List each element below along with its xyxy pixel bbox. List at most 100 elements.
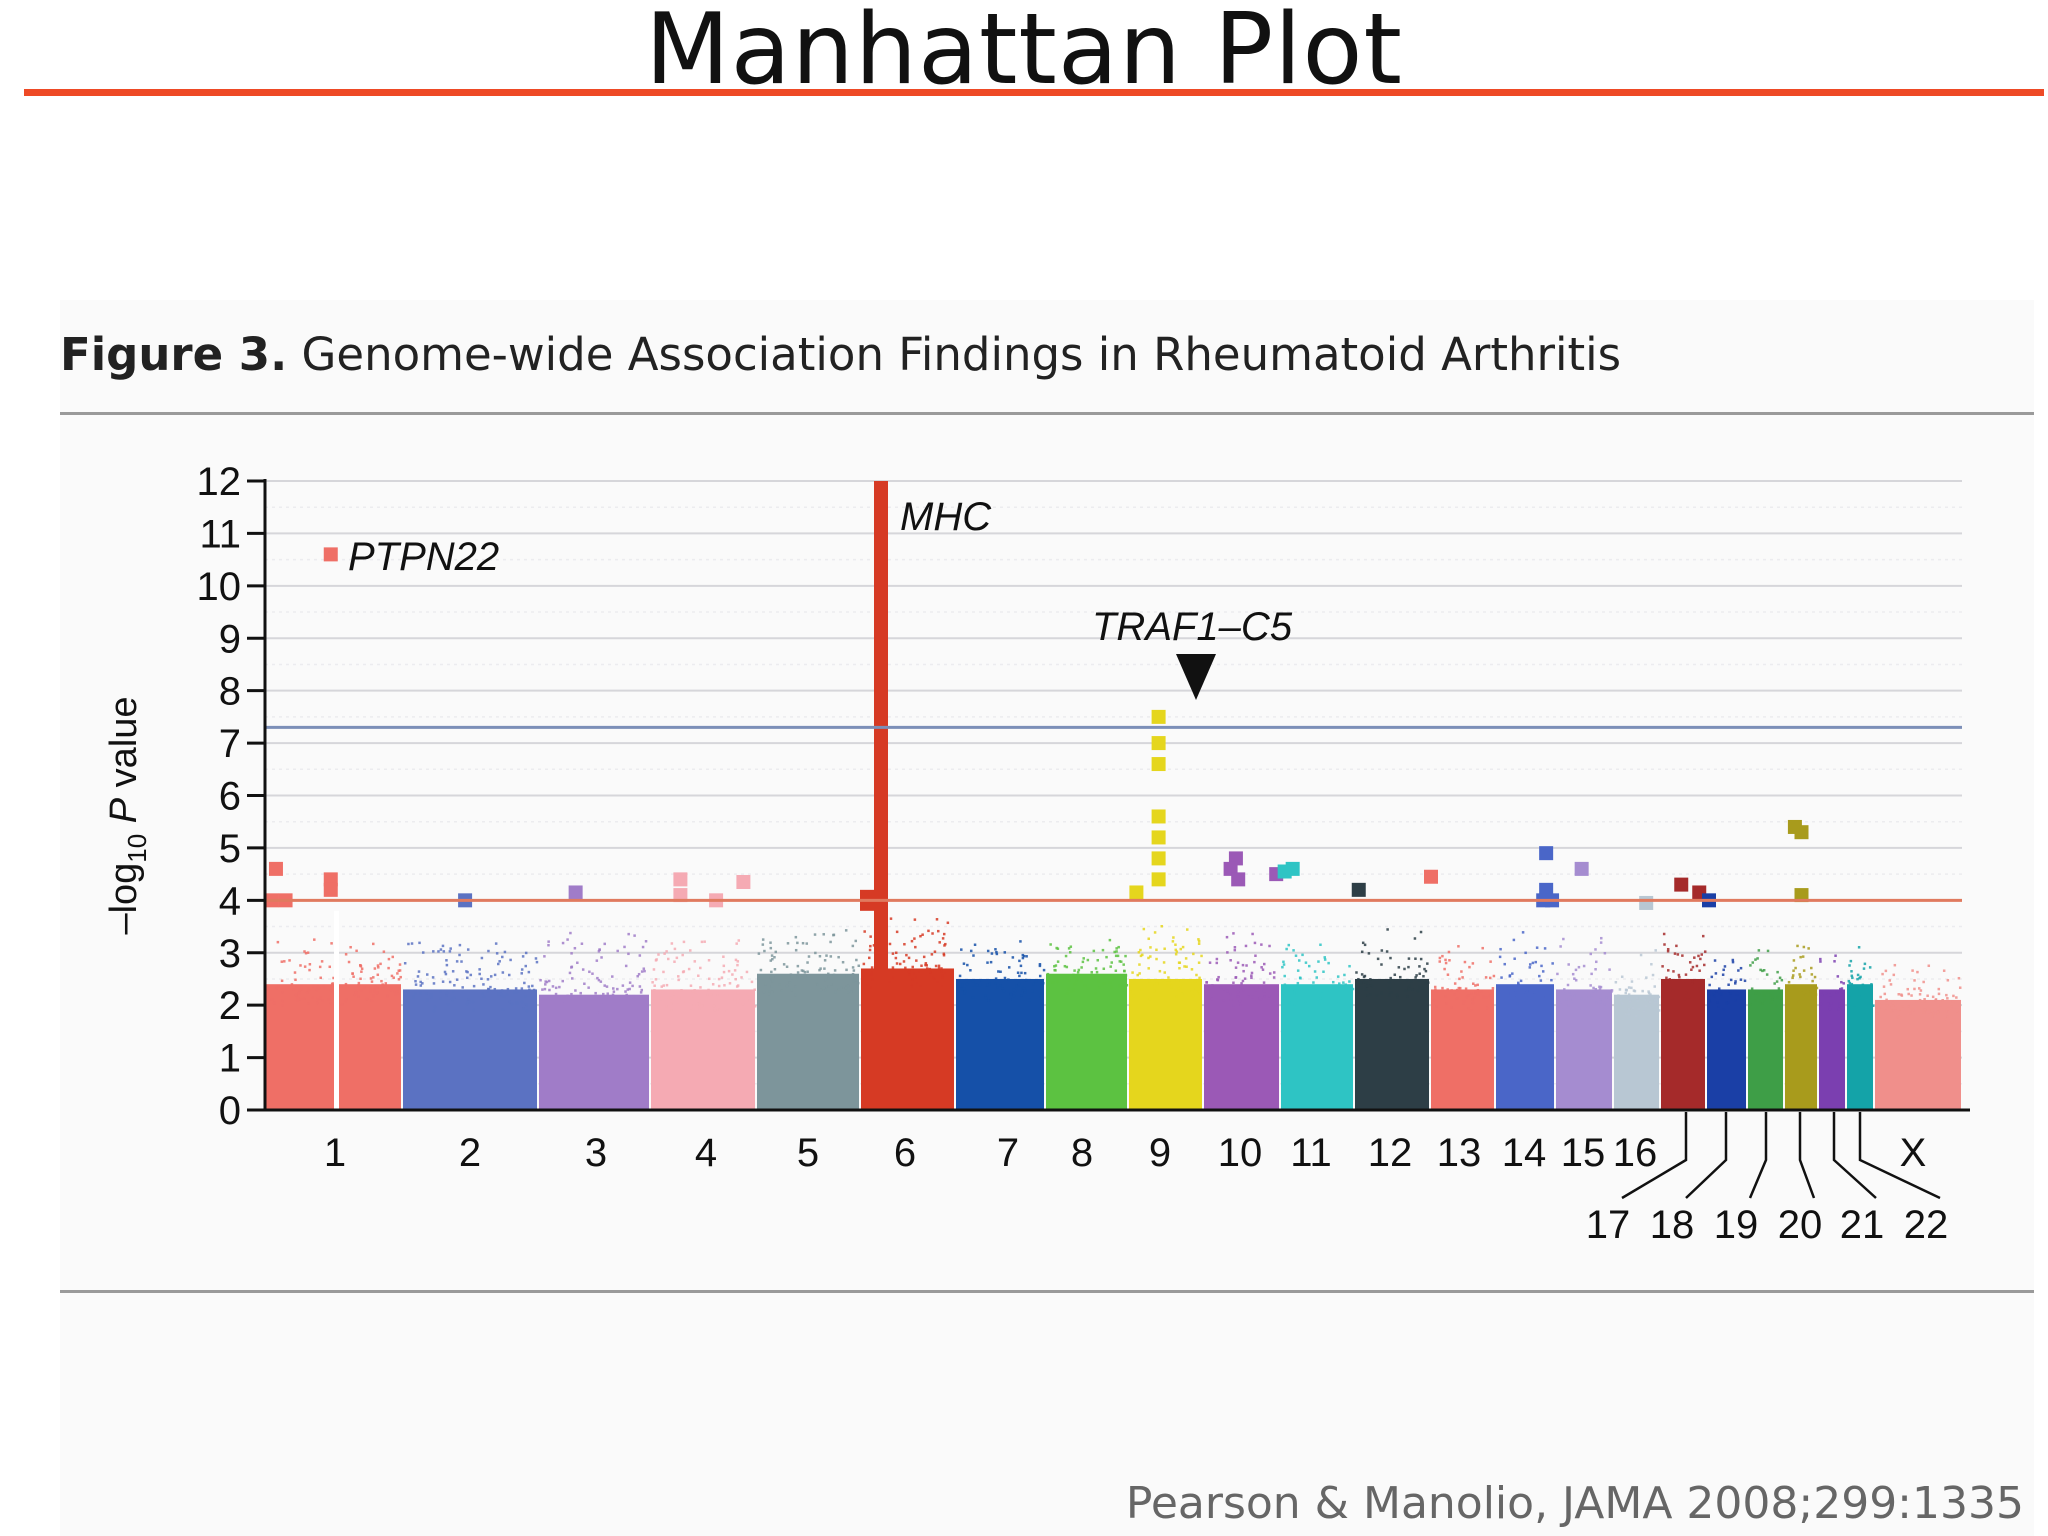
data-point (1868, 966, 1872, 969)
data-point (643, 969, 646, 973)
data-point (1457, 945, 1460, 948)
data-point (722, 955, 725, 958)
data-point (1875, 1005, 1878, 1009)
data-point (465, 1002, 469, 1006)
data-point (937, 966, 941, 970)
data-point (910, 985, 914, 988)
data-point (1028, 998, 1031, 1002)
x-tick-label-chr17: 17 (1586, 1203, 1631, 1247)
data-point (1179, 985, 1182, 989)
data-point (399, 975, 402, 979)
data-point (1123, 989, 1127, 992)
data-point (299, 964, 302, 967)
data-point (1883, 992, 1887, 996)
data-point (870, 970, 874, 974)
data-point (524, 964, 527, 968)
data-point (547, 1001, 550, 1004)
data-point (1814, 995, 1817, 999)
data-point (813, 933, 817, 936)
data-point (1610, 990, 1613, 993)
data-point (1125, 983, 1129, 987)
chromosome-bar-19 (1748, 989, 1783, 1110)
data-point (503, 950, 507, 954)
data-point (1754, 999, 1757, 1002)
data-point (770, 985, 773, 988)
data-point (1032, 982, 1035, 986)
data-point (1684, 973, 1688, 976)
data-point (1317, 960, 1320, 963)
data-point (1180, 992, 1184, 996)
highlight-point-chr14 (1539, 846, 1554, 861)
data-point (734, 977, 737, 981)
data-point (1559, 1001, 1562, 1004)
data-point (1836, 989, 1840, 993)
data-point (1426, 962, 1429, 965)
data-point (365, 997, 369, 1001)
data-point (1734, 982, 1737, 985)
data-point (370, 980, 374, 983)
data-point (814, 951, 817, 955)
data-point (636, 974, 639, 978)
data-point (1351, 987, 1355, 991)
data-point (1476, 983, 1479, 987)
data-point (482, 995, 486, 998)
data-point (563, 999, 566, 1003)
data-point (1149, 946, 1152, 949)
data-point (1708, 999, 1711, 1002)
data-point (698, 1007, 701, 1011)
data-point (827, 985, 830, 988)
data-point (1571, 972, 1575, 976)
data-point (1882, 985, 1886, 988)
data-point (1488, 976, 1492, 980)
data-point (1500, 976, 1503, 979)
x-label-connector (1685, 1112, 1728, 1199)
data-point (461, 986, 464, 989)
data-point (1119, 960, 1123, 963)
data-point (1751, 961, 1755, 964)
data-point (429, 993, 433, 996)
data-point (1937, 992, 1941, 996)
data-point (1911, 969, 1914, 972)
data-point (844, 929, 848, 932)
data-point (1766, 991, 1770, 994)
data-point (1453, 982, 1457, 985)
data-point (414, 979, 417, 983)
data-point (1197, 961, 1201, 964)
data-point (1362, 975, 1366, 979)
data-point (1528, 966, 1532, 969)
y-tick-label: 10 (197, 565, 242, 609)
data-point (1792, 959, 1796, 962)
data-point (1424, 969, 1428, 973)
data-point (574, 989, 577, 992)
data-point (1441, 954, 1444, 958)
data-point (1687, 996, 1691, 999)
data-point (707, 988, 710, 992)
data-point (1411, 988, 1414, 991)
data-point (296, 996, 300, 1000)
data-point (1828, 1004, 1831, 1007)
data-point (1850, 970, 1853, 973)
data-point (1834, 954, 1837, 957)
data-point (1544, 995, 1548, 998)
highlight-point-chr9 (1151, 757, 1166, 772)
data-point (694, 991, 697, 994)
data-point (1109, 965, 1112, 968)
data-point (1656, 1000, 1659, 1004)
data-point (1367, 984, 1371, 987)
data-point (1216, 978, 1220, 982)
data-point (930, 953, 934, 956)
data-point (1700, 953, 1703, 956)
data-point (307, 1002, 310, 1005)
chr1-gap (334, 910, 339, 1110)
data-point (1051, 981, 1055, 984)
data-point (1699, 957, 1702, 961)
data-point (895, 962, 899, 965)
data-point (769, 946, 773, 950)
data-point (1110, 985, 1113, 989)
data-point (1423, 967, 1426, 971)
data-point (1038, 964, 1042, 968)
data-point (940, 967, 943, 970)
data-point (1114, 969, 1118, 972)
data-point (1115, 947, 1118, 950)
data-point (1743, 979, 1747, 983)
